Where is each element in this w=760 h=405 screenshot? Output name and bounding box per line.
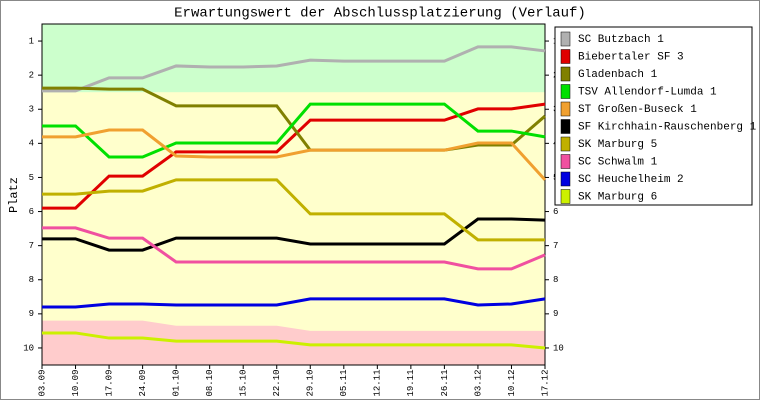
x-tick-label: 12.11 — [373, 369, 383, 396]
chart-title: Erwartungswert der Abschlussplatzierung … — [174, 6, 586, 22]
legend-label: SC Butzbach 1 — [578, 34, 664, 46]
x-tick-label: 26.11 — [440, 369, 450, 396]
y-tick-label-right: 8 — [553, 275, 558, 285]
y-tick-label-right: 7 — [553, 241, 558, 251]
legend-label: Biebertaler SF 3 — [578, 51, 684, 63]
legend-swatch — [560, 84, 571, 99]
legend-label: SK Marburg 6 — [578, 191, 657, 203]
x-tick-label: 17.09 — [104, 369, 114, 396]
y-tick-label: 3 — [29, 105, 34, 115]
x-tick-label: 08.10 — [205, 369, 215, 396]
y-tick-label: 8 — [29, 275, 34, 285]
y-tick-label: 2 — [29, 71, 34, 81]
y-tick-label-right: 9 — [553, 309, 558, 319]
y-axis-label: Platz — [7, 177, 21, 213]
x-tick-label: 03.09 — [37, 369, 47, 396]
legend-swatch — [560, 171, 571, 187]
series-line — [42, 102, 546, 159]
x-tick-label: 10.09 — [71, 369, 81, 396]
legend-swatch — [560, 136, 571, 152]
series-line — [42, 102, 546, 210]
series-line — [42, 226, 546, 271]
series-line — [42, 331, 546, 350]
y-tick-label-right: 10 — [553, 343, 564, 353]
legend-swatch — [560, 31, 571, 47]
legend: SC Butzbach 1 Biebertaler SF 3 Gladenbach … — [554, 26, 757, 206]
series-line — [42, 178, 545, 242]
x-tick-label: 17.12 — [540, 369, 550, 396]
legend-swatch — [560, 154, 571, 169]
y-tick-label: 9 — [29, 309, 34, 319]
y-tick-label: 5 — [29, 173, 34, 183]
series-line — [42, 128, 547, 181]
legend-label: TSV Allendorf-Lumda 1 — [578, 86, 717, 98]
x-tick-label: 22.10 — [272, 369, 282, 396]
legend-label: SK Marburg 5 — [578, 139, 657, 151]
legend-label: ST Großen-Buseck 1 — [578, 104, 697, 116]
x-tick-label: 05.11 — [339, 369, 349, 396]
legend-label: SC Schwalm 1 — [578, 156, 658, 168]
x-tick-label: 24.09 — [138, 369, 148, 396]
y-tick-label: 6 — [29, 207, 34, 217]
promotion-zone — [42, 24, 545, 93]
legend-swatch — [560, 189, 571, 204]
y-tick-label-right: 6 — [553, 207, 558, 217]
legend-swatch — [560, 66, 571, 82]
y-tick-label: 4 — [29, 139, 34, 149]
legend-label: SC Heuchelheim 2 — [578, 174, 684, 186]
series-line — [42, 217, 546, 252]
legend-swatch — [560, 49, 571, 64]
y-tick-label: 1 — [29, 36, 34, 46]
x-tick-label: 29.10 — [306, 369, 316, 396]
legend-label: Gladenbach 1 — [578, 69, 658, 81]
y-tick-label: 10 — [23, 343, 34, 353]
legend-label: SF Kirchhain-Rauschenberg 1 — [578, 121, 757, 133]
y-tick-label: 7 — [29, 241, 34, 251]
legend-swatch — [560, 101, 571, 117]
series-line — [42, 45, 546, 93]
x-tick-label: 01.10 — [172, 369, 182, 396]
x-tick-label: 19.11 — [406, 369, 416, 396]
series-line — [42, 297, 546, 309]
x-tick-label: 03.12 — [473, 369, 483, 396]
legend-box — [554, 26, 753, 206]
x-tick-label: 10.12 — [507, 369, 517, 396]
x-tick-label: 15.10 — [239, 369, 249, 396]
legend-swatch — [560, 119, 571, 134]
